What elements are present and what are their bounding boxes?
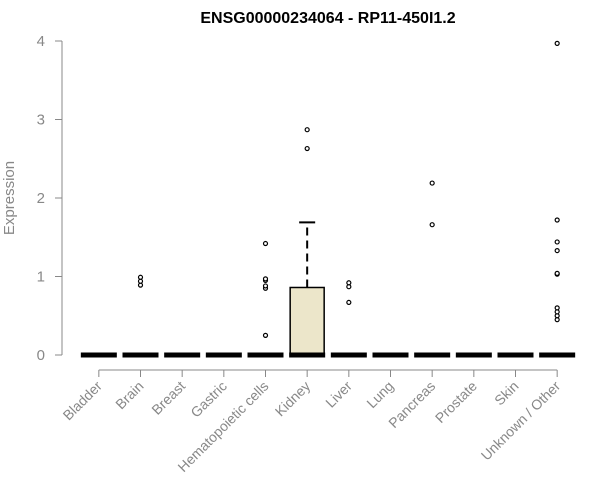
x-tick-label: Kidney <box>272 378 314 420</box>
x-tick-label: Prostate <box>432 378 480 426</box>
y-tick-label: 3 <box>37 112 45 129</box>
box-unknown-other <box>539 40 576 358</box>
outlier-point <box>137 274 144 280</box>
x-tick-label: Lung <box>363 378 396 411</box>
box-pancreas <box>414 180 451 358</box>
y-tick-label: 2 <box>37 190 45 207</box>
chart-title: ENSG00000234064 - RP11-450I1.2 <box>200 10 455 27</box>
x-tick-label: Breast <box>148 378 188 418</box>
x-tick-label: Unknown / Other <box>478 378 564 464</box>
outlier-point <box>554 247 560 254</box>
y-tick-label: 0 <box>37 347 45 364</box>
outlier-point <box>554 239 560 245</box>
outlier-point <box>304 127 310 133</box>
y-tick-label: 4 <box>37 33 45 50</box>
y-tick-label: 1 <box>37 269 45 286</box>
outlier-point <box>554 305 560 311</box>
outlier-point <box>262 276 269 282</box>
x-tick-label: Brain <box>112 378 146 412</box>
y-axis-label: Expression <box>1 161 18 235</box>
outlier-point <box>346 280 352 286</box>
outlier-point <box>262 332 269 338</box>
x-tick-label: Liver <box>322 378 355 411</box>
x-tick-label: Skin <box>491 378 522 409</box>
box-rect <box>289 286 325 356</box>
box-hematopoietic-cells <box>247 240 284 358</box>
x-tick-label: Bladder <box>60 378 106 424</box>
outlier-point <box>554 217 560 223</box>
outlier-point <box>304 145 310 152</box>
outlier-point <box>346 299 352 306</box>
y-axis: 0 1 2 3 4 <box>37 33 63 364</box>
box-liver <box>330 280 367 358</box>
box-brain <box>122 274 159 358</box>
outlier-point <box>262 283 269 289</box>
outlier-point <box>429 222 435 228</box>
outlier-point <box>554 270 560 276</box>
outlier-point <box>262 240 269 247</box>
outlier-point <box>429 180 435 186</box>
outlier-point <box>554 40 560 46</box>
box-series <box>80 40 576 358</box>
box-kidney <box>289 127 326 358</box>
